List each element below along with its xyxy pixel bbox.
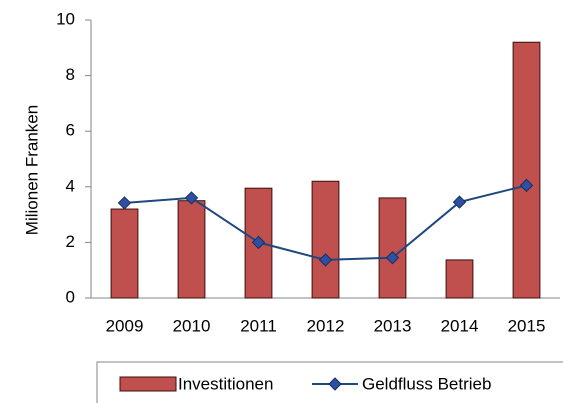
marker <box>318 253 333 267</box>
marker <box>251 235 266 250</box>
x-tick-label: 2010 <box>173 316 211 335</box>
y-tick-label: 0 <box>66 287 75 306</box>
y-tick-label: 10 <box>56 9 75 28</box>
legend-box <box>96 361 563 403</box>
y-tick-label: 6 <box>66 121 75 140</box>
marker <box>452 195 467 209</box>
bar <box>110 208 139 299</box>
bar <box>177 200 206 299</box>
legend-label: Geldfluss Betrieb <box>362 374 491 393</box>
x-tick-label: 2014 <box>441 316 479 335</box>
bar <box>512 41 541 299</box>
y-axis-label: Milionen Franken <box>22 105 41 235</box>
x-tick-label: 2013 <box>374 316 412 335</box>
x-tick-label: 2011 <box>240 316 277 335</box>
y-tick-label: 4 <box>66 176 75 195</box>
x-tick-label: 2009 <box>106 316 144 335</box>
legend-swatch <box>119 376 177 392</box>
y-tick-label: 2 <box>66 232 75 251</box>
bar <box>378 197 407 299</box>
x-tick-label: 2015 <box>508 316 546 335</box>
y-tick-label: 8 <box>66 65 75 84</box>
marker <box>385 250 400 265</box>
x-tick-label: 2012 <box>307 316 345 335</box>
marker <box>519 178 534 193</box>
bar <box>311 180 340 299</box>
legend-marker <box>328 377 342 391</box>
marker <box>184 191 199 205</box>
marker <box>117 196 132 210</box>
legend-label: Investitionen <box>178 374 273 393</box>
bar <box>445 259 474 299</box>
